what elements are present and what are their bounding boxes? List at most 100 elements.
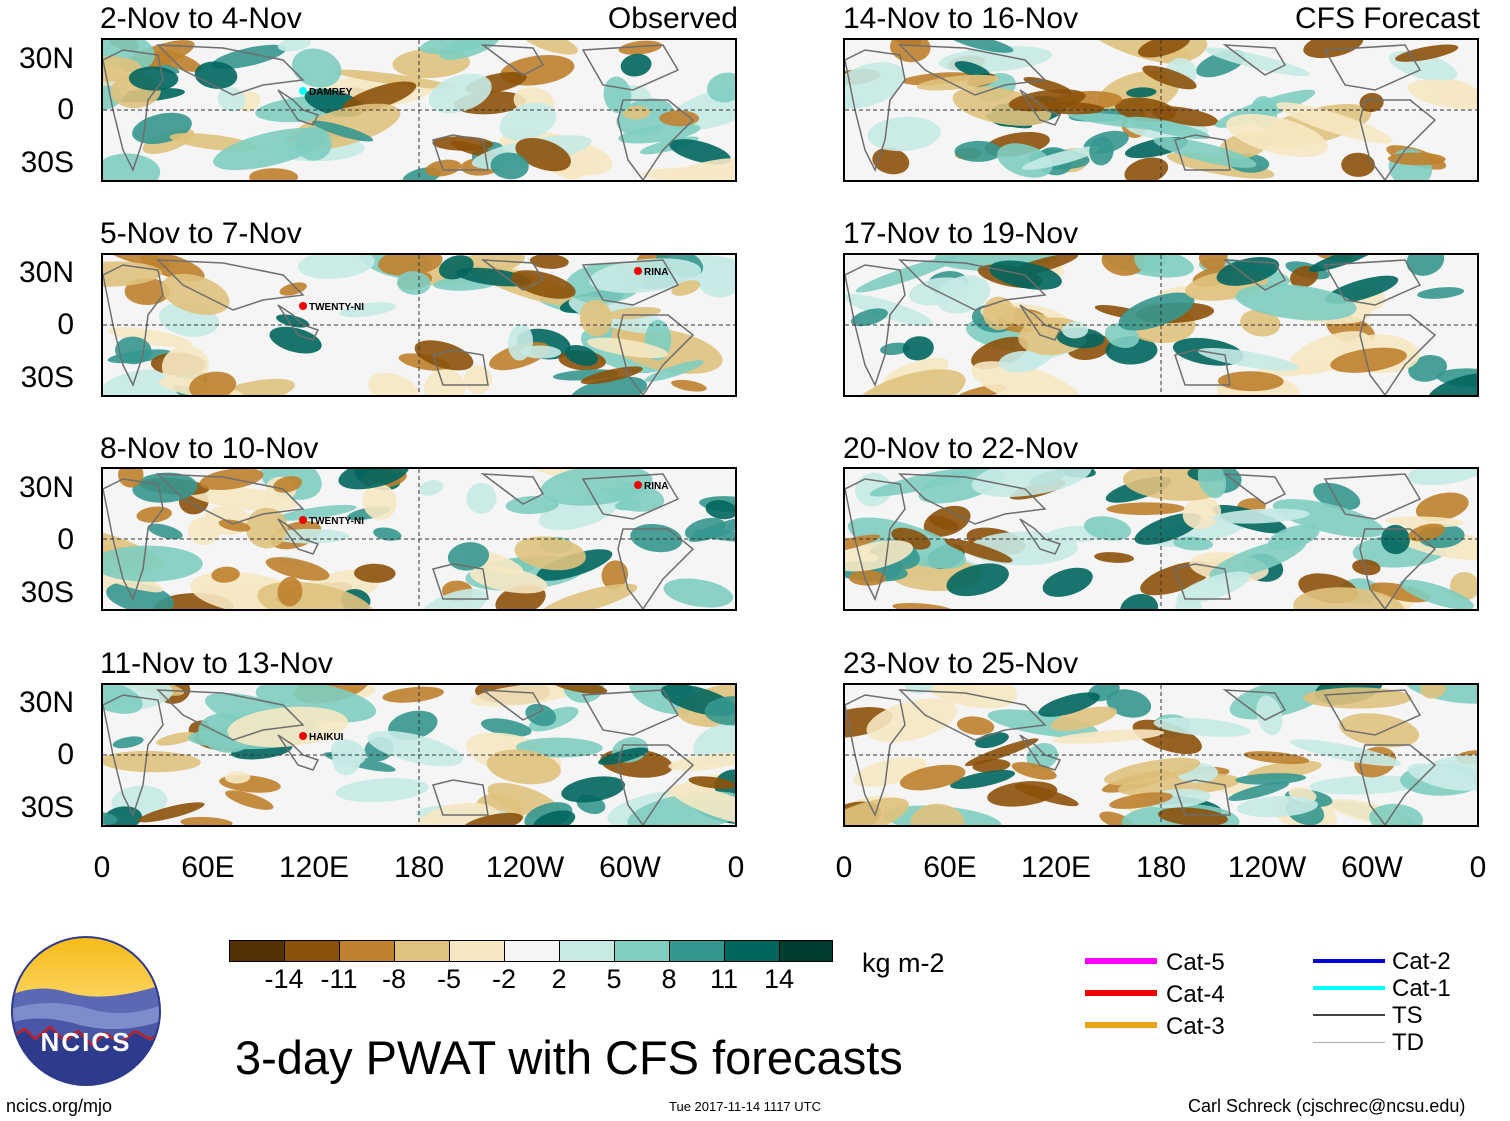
pwat-anomaly-blob [418,588,489,609]
lon-label: 0 [93,851,111,884]
pwat-anomaly-blob [541,583,638,609]
pwat-field: TWENTY-NI RINA [103,469,735,609]
coastline [277,89,320,126]
coastline [277,734,320,771]
colorbar-swatch [614,940,670,962]
pwat-anomaly-blob [944,685,974,704]
pwat-anomaly-blob [156,731,197,746]
pwat-anomaly-blob [378,255,443,276]
colorbar-swatch [284,940,340,962]
pwat-anomaly-blob [1127,116,1211,140]
coastline [581,473,680,520]
coastline [898,473,1047,525]
pwat-anomaly-blob [276,504,357,521]
pwat-anomaly-blob [396,271,431,295]
coastline [1222,44,1287,76]
pwat-anomaly-blob [124,277,170,306]
pwat-anomaly-blob [354,563,396,583]
source-url[interactable]: ncics.org/mjo [6,1096,113,1116]
storm-label: TWENTY-NI [309,516,364,527]
map-panel [843,683,1479,827]
lon-label: 180 [393,851,445,884]
map-panel: DAMREY [101,38,737,182]
pwat-anomaly-blob [641,167,735,180]
pwat-anomaly-blob [103,812,118,825]
pwat-anomaly-blob [929,515,960,531]
pwat-anomaly-blob [1235,284,1357,321]
pwat-anomaly-blob [201,378,295,395]
pwat-anomaly-blob [845,293,933,326]
pwat-anomaly-blob [1399,579,1474,609]
pwat-anomaly-blob [105,255,171,269]
pwat-anomaly-blob [1182,497,1222,530]
pwat-anomaly-blob [425,159,462,177]
pwat-anomaly-blob [1236,796,1319,818]
storm-marker [634,267,642,275]
coastline [617,314,695,395]
pwat-anomaly-blob [1330,347,1407,373]
pwat-anomaly-blob [499,102,557,141]
pwat-anomaly-blob [997,143,1053,178]
pwat-anomaly-blob [853,756,927,787]
pwat-anomaly-blob [944,538,1013,563]
figure-title: 3-day PWAT with CFS forecasts [235,1031,903,1084]
pwat-anomaly-blob [950,769,1016,790]
pwat-anomaly-blob [1228,781,1290,801]
pwat-anomaly-blob [367,730,463,767]
pwat-anomaly-blob [161,273,230,315]
pwat-anomaly-blob [910,803,965,825]
legend-line [1313,986,1385,990]
storm-label: TWENTY-NI [309,302,364,313]
pwat-anomaly-blob [987,781,1058,807]
pwat-anomaly-blob [693,529,735,543]
pwat-anomaly-blob [1408,523,1446,542]
pwat-anomaly-blob [103,153,161,180]
pwat-anomaly-blob [845,62,905,109]
pwat-anomaly-blob [1341,152,1375,177]
pwat-anomaly-blob [1198,255,1228,270]
lon-label: 60E [181,851,235,884]
colorbar-tick: -2 [491,964,516,994]
coastline [480,259,545,291]
coastline [156,689,305,741]
lon-label: 180 [1135,851,1187,884]
map-panel: TWENTY-NI RINA [101,253,737,397]
pwat-anomaly-blob [1407,79,1477,110]
colorbar-swatch [394,940,450,962]
pwat-anomaly-blob [265,557,330,581]
storm-marker [299,516,307,524]
pwat-anomaly-blob [622,105,651,120]
lon-label: 0 [835,851,853,884]
legend-label: Cat-4 [1166,981,1225,1008]
storm-label: HAIKUI [309,732,344,743]
pwat-anomaly-blob [189,371,237,395]
pwat-field: DAMREY [103,40,735,180]
pwat-anomaly-blob [486,749,561,785]
colorbar-tick: -8 [381,964,406,994]
map-panel [843,253,1479,397]
coastline [898,259,1047,311]
pwat-anomaly-blob [213,127,328,171]
lat-label: 30S [20,146,74,179]
pwat-anomaly-blob [936,275,991,314]
pwat-anomaly-blob [1381,524,1410,555]
pwat-anomaly-blob [1272,499,1384,538]
coastline [1359,528,1437,609]
pwat-anomaly-blob [382,686,444,703]
coastline [1019,89,1062,126]
pwat-anomaly-blob [245,507,288,549]
pwat-anomaly-blob [540,469,653,506]
pwat-anomaly-blob [848,570,887,586]
pwat-anomaly-blob [161,345,209,387]
pwat-anomaly-blob [532,810,576,825]
pwat-anomaly-blob [112,736,144,749]
pwat-anomaly-blob [270,528,350,544]
pwat-anomaly-blob [1109,792,1173,809]
colorbar-tick: -14 [264,964,304,994]
coastline [1174,563,1231,600]
coastline [1323,689,1422,736]
pwat-anomaly-blob [1038,692,1100,717]
pwat-anomaly-blob [705,500,735,520]
coastline [1174,134,1231,171]
pwat-anomaly-blob [1359,92,1384,113]
